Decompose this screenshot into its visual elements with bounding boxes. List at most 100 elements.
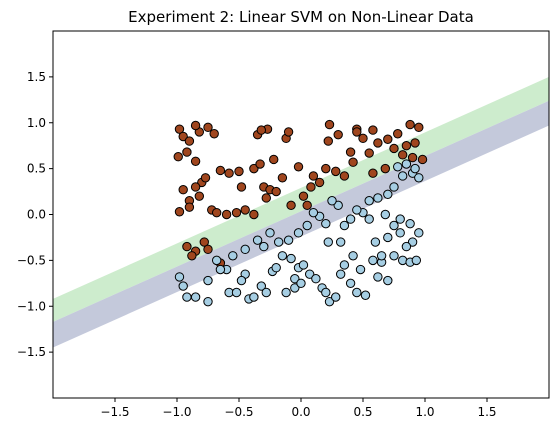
data-point-lightblue bbox=[308, 207, 319, 218]
data-point-brown bbox=[405, 119, 415, 130]
data-point-brown bbox=[173, 152, 183, 162]
y-axis-ticks: −1.5 −1.0 −0.5 0.0 0.5 1.0 1.5 bbox=[17, 70, 53, 359]
data-point-lightblue bbox=[383, 189, 393, 200]
data-point-lightblue bbox=[405, 218, 415, 229]
x-tick-label: −0.5 bbox=[224, 405, 253, 419]
y-tick-label: 1.5 bbox=[27, 70, 46, 84]
data-point-brown bbox=[324, 119, 335, 130]
data-point-lightblue bbox=[383, 232, 393, 243]
data-point-lightblue bbox=[395, 214, 405, 224]
x-tick-label: −1.5 bbox=[100, 405, 129, 419]
data-point-brown bbox=[174, 124, 185, 134]
data-point-lightblue bbox=[414, 173, 424, 183]
x-tick-label: 1.5 bbox=[477, 405, 496, 419]
data-point-brown bbox=[323, 136, 333, 146]
x-tick-label: 0.5 bbox=[353, 405, 372, 419]
data-point-lightblue bbox=[271, 263, 281, 273]
data-point-lightblue bbox=[355, 264, 366, 275]
data-point-brown bbox=[182, 147, 192, 157]
data-point-brown bbox=[209, 129, 219, 139]
data-point-lightblue bbox=[304, 269, 315, 279]
data-point-lightblue bbox=[407, 237, 418, 247]
data-point-lightblue bbox=[298, 260, 309, 270]
data-point-brown bbox=[184, 202, 195, 212]
x-tick-label: 1.0 bbox=[415, 405, 434, 419]
x-tick-label: −1.0 bbox=[162, 405, 191, 419]
data-point-brown bbox=[249, 163, 259, 174]
data-point-brown bbox=[397, 150, 408, 160]
data-point-brown bbox=[190, 120, 201, 131]
data-point-brown bbox=[417, 154, 428, 165]
data-point-lightblue bbox=[203, 275, 213, 286]
data-point-brown bbox=[178, 131, 188, 142]
data-point-brown bbox=[211, 207, 222, 218]
data-point-brown bbox=[200, 173, 211, 183]
data-point-lightblue bbox=[380, 209, 391, 220]
data-point-brown bbox=[283, 127, 294, 137]
y-tick-label: −1.5 bbox=[17, 345, 46, 359]
data-point-lightblue bbox=[360, 290, 371, 300]
data-point-lightblue bbox=[228, 251, 238, 261]
data-point-brown bbox=[380, 163, 391, 174]
data-point-brown bbox=[393, 129, 403, 139]
data-point-brown bbox=[249, 209, 259, 220]
data-point-brown bbox=[293, 162, 304, 172]
data-point-lightblue bbox=[293, 228, 304, 238]
data-point-brown bbox=[256, 125, 267, 135]
data-point-brown bbox=[407, 152, 418, 163]
data-point-lightblue bbox=[389, 251, 399, 261]
data-point-lightblue bbox=[296, 278, 306, 289]
data-point-lightblue bbox=[256, 281, 267, 291]
data-point-brown bbox=[298, 191, 309, 201]
data-point-lightblue bbox=[211, 255, 222, 266]
data-point-brown bbox=[389, 143, 399, 154]
data-point-brown bbox=[348, 157, 358, 167]
data-point-brown bbox=[331, 166, 341, 177]
data-point-lightblue bbox=[203, 296, 213, 307]
data-point-lightblue bbox=[345, 278, 356, 289]
data-point-lightblue bbox=[240, 244, 250, 255]
data-point-lightblue bbox=[190, 292, 201, 302]
data-point-brown bbox=[383, 134, 393, 144]
plot-frame bbox=[52, 30, 550, 399]
data-point-brown bbox=[271, 186, 281, 197]
data-point-lightblue bbox=[277, 251, 288, 261]
data-point-lightblue bbox=[281, 287, 291, 298]
data-point-lightblue bbox=[324, 296, 335, 307]
data-point-lightblue bbox=[411, 255, 422, 266]
data-point-brown bbox=[203, 122, 213, 133]
data-point-lightblue bbox=[345, 214, 356, 224]
data-point-brown bbox=[352, 127, 362, 137]
y-tick-label: 0.0 bbox=[27, 208, 46, 222]
data-point-lightblue bbox=[252, 235, 263, 245]
data-point-lightblue bbox=[174, 272, 185, 282]
data-point-lightblue bbox=[389, 182, 399, 192]
data-point-brown bbox=[410, 138, 420, 148]
data-point-brown bbox=[314, 177, 325, 188]
data-point-brown bbox=[308, 171, 319, 181]
data-point-brown bbox=[255, 159, 265, 169]
data-point-lightblue bbox=[335, 237, 346, 247]
x-axis-ticks: −1.5 −1.0 −0.5 0.0 0.5 1.0 1.5 bbox=[100, 398, 497, 419]
y-tick-label: 0.5 bbox=[27, 162, 46, 176]
data-point-lightblue bbox=[339, 220, 350, 231]
data-point-lightblue bbox=[261, 287, 271, 298]
data-point-lightblue bbox=[383, 275, 393, 286]
data-point-lightblue bbox=[348, 251, 358, 261]
data-point-lightblue bbox=[401, 241, 412, 252]
data-point-brown bbox=[221, 209, 232, 220]
data-point-lightblue bbox=[401, 159, 412, 169]
data-point-brown bbox=[333, 129, 343, 140]
data-point-lightblue bbox=[231, 287, 242, 298]
data-point-brown bbox=[302, 200, 312, 211]
y-tick-label: −0.5 bbox=[17, 253, 46, 267]
data-point-lightblue bbox=[259, 241, 269, 252]
data-point-brown bbox=[240, 205, 250, 215]
data-point-lightblue bbox=[302, 220, 312, 231]
data-point-lightblue bbox=[286, 253, 296, 264]
data-point-brown bbox=[277, 173, 288, 183]
data-point-brown bbox=[368, 125, 378, 135]
data-point-brown bbox=[231, 207, 242, 218]
data-point-brown bbox=[364, 148, 374, 158]
data-point-brown bbox=[286, 200, 296, 211]
